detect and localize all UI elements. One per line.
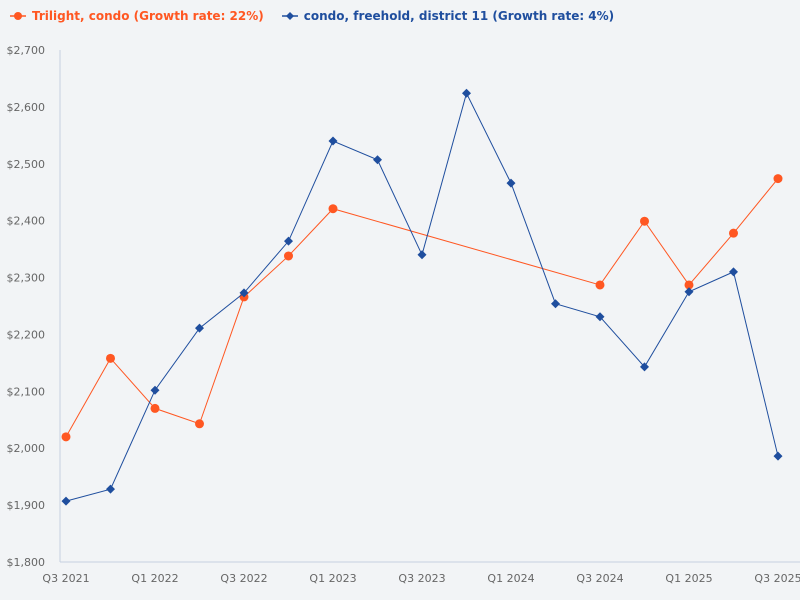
data-point xyxy=(239,288,249,298)
data-point xyxy=(595,280,605,290)
y-tick-label: $1,800 xyxy=(7,556,46,569)
x-tick-label: Q1 2022 xyxy=(131,572,178,585)
data-point xyxy=(595,312,605,322)
x-tick-label: Q1 2025 xyxy=(665,572,712,585)
x-tick-label: Q3 2024 xyxy=(576,572,623,585)
legend-item-district-11[interactable]: condo, freehold, district 11 (Growth rat… xyxy=(281,9,615,23)
data-point xyxy=(61,432,71,442)
y-tick-label: $2,200 xyxy=(7,328,46,341)
data-point xyxy=(106,353,115,363)
y-tick-label: $2,000 xyxy=(7,442,46,455)
data-point xyxy=(61,496,71,506)
data-point xyxy=(773,451,783,461)
diamond-marker-icon xyxy=(281,12,298,20)
y-tick-label: $2,400 xyxy=(7,215,46,228)
data-point xyxy=(328,136,338,146)
data-point xyxy=(729,228,738,238)
data-point xyxy=(462,88,471,98)
y-tick-label: $2,300 xyxy=(7,272,46,285)
x-tick-label: Q3 2021 xyxy=(42,572,89,585)
y-tick-label: $2,100 xyxy=(7,385,46,398)
data-point xyxy=(284,251,293,261)
data-point xyxy=(195,419,204,429)
data-point xyxy=(195,323,204,333)
data-point xyxy=(640,362,649,372)
legend-label: Trilight, condo (Growth rate: 22%) xyxy=(32,9,264,23)
x-tick-label: Q1 2024 xyxy=(487,572,534,585)
data-point xyxy=(640,216,649,226)
data-point xyxy=(506,178,516,188)
data-point xyxy=(417,250,427,260)
data-point xyxy=(551,299,560,309)
series-line-1 xyxy=(65,91,779,502)
x-tick-label: Q3 2023 xyxy=(398,572,445,585)
data-point xyxy=(150,385,160,395)
x-tick-label: Q1 2023 xyxy=(309,572,356,585)
data-point xyxy=(773,174,783,184)
data-point xyxy=(150,403,160,413)
data-point xyxy=(373,155,382,165)
y-tick-label: $2,700 xyxy=(7,44,46,57)
data-point xyxy=(684,287,694,297)
data-point xyxy=(684,280,694,290)
data-point xyxy=(284,236,293,246)
data-point xyxy=(106,484,115,494)
y-tick-label: $2,500 xyxy=(7,158,46,171)
legend-label: condo, freehold, district 11 (Growth rat… xyxy=(303,9,615,23)
y-tick-label: $1,900 xyxy=(7,499,46,512)
legend-item-trilight[interactable]: Trilight, condo (Growth rate: 22%) xyxy=(10,9,264,23)
data-point xyxy=(729,267,738,277)
x-tick-label: Q3 2022 xyxy=(220,572,267,585)
legend: Trilight, condo (Growth rate: 22%) condo… xyxy=(10,9,614,23)
data-point xyxy=(328,204,338,214)
circle-marker-icon xyxy=(10,12,26,20)
series-line-0 xyxy=(65,178,779,438)
y-tick-label: $2,600 xyxy=(7,101,46,114)
x-tick-label: Q3 2025 xyxy=(754,572,800,585)
